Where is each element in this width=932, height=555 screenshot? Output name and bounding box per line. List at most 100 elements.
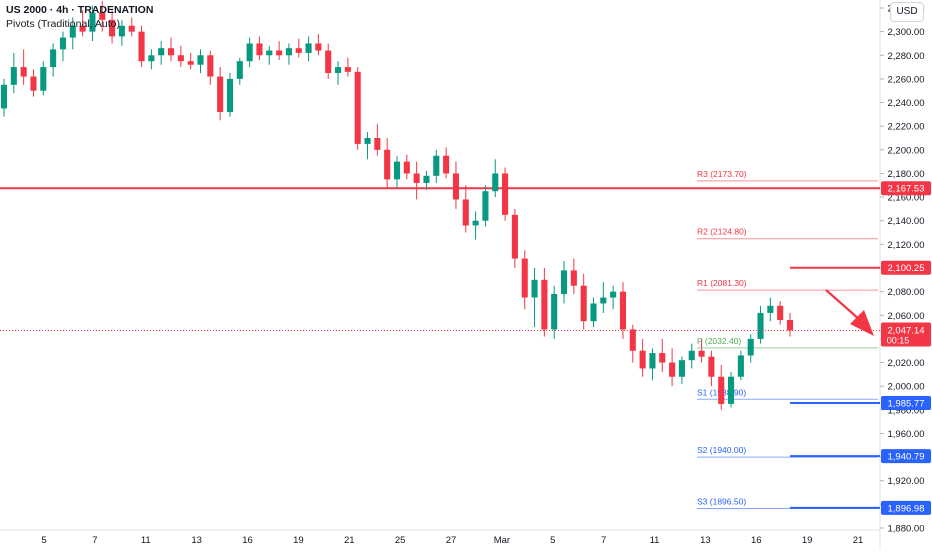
x-tick-label: 25 (395, 535, 406, 546)
y-tick-label: 2,020.00 (888, 358, 925, 369)
candle (413, 161, 420, 200)
candle (688, 343, 695, 369)
candle-body (59, 37, 66, 50)
candle (246, 37, 253, 68)
candle-body (718, 376, 725, 404)
x-tick-label: 19 (802, 535, 813, 546)
candle (20, 49, 27, 85)
candle-body (403, 161, 410, 174)
x-tick-label: 16 (751, 535, 762, 546)
candle (786, 312, 794, 337)
candle (600, 282, 607, 313)
candle (747, 334, 754, 363)
candle (619, 282, 627, 339)
candle-body (197, 55, 204, 65)
horizontal-levels (0, 187, 880, 509)
candle-body (305, 43, 312, 53)
candle-body (325, 50, 332, 73)
candle-body (570, 270, 577, 286)
x-tick-label: Mar (494, 535, 510, 546)
candle-body (89, 12, 96, 32)
candles (0, 0, 794, 410)
y-tick-label: 1,920.00 (888, 476, 925, 487)
y-tick-label: 2,140.00 (888, 216, 925, 227)
candle-body (531, 279, 538, 298)
candle (669, 348, 676, 387)
candle (167, 37, 175, 62)
candle (531, 268, 538, 328)
candle-body (374, 138, 381, 150)
candle-body (50, 49, 57, 68)
candle (344, 57, 351, 77)
candle (236, 57, 243, 85)
candle (393, 155, 401, 188)
candle-body (79, 25, 86, 32)
countdown-label: 00:15 (887, 335, 910, 345)
x-tick-label: 21 (344, 535, 355, 546)
candle-body (20, 67, 27, 77)
y-tick-label: 1,880.00 (888, 524, 925, 535)
candle-body (69, 25, 76, 38)
pivot-label: S2 (1940.00) (697, 445, 746, 455)
candle (649, 348, 656, 381)
candle (521, 250, 528, 310)
candle-body (236, 61, 243, 79)
x-tick-label: 21 (853, 535, 864, 546)
pivot-label: P (2032.40) (697, 336, 741, 346)
pivot-label: S3 (1896.50) (697, 497, 746, 507)
candle (285, 43, 292, 65)
candle-body (698, 350, 705, 357)
candle-body (472, 220, 479, 226)
axis-price-labels: 2,167.53 2,100.25 1,985.77 1,940.79 1,896.98 (881, 181, 931, 515)
candle-body (335, 67, 342, 73)
y-tick-label: 2,280.00 (888, 51, 925, 62)
level-price-tag (881, 260, 931, 275)
candle (610, 285, 617, 310)
candle-body (433, 155, 440, 176)
candle-body (443, 155, 450, 174)
candle-body (462, 199, 469, 226)
currency-button[interactable]: USD (890, 2, 924, 22)
candle-body (226, 78, 234, 112)
candle-body (786, 320, 794, 331)
candle-body (118, 25, 125, 37)
candle (384, 138, 391, 188)
candle-body (511, 214, 518, 259)
candle-body (747, 338, 754, 356)
candle-body (354, 71, 361, 144)
candle (551, 285, 558, 339)
candle (325, 43, 332, 79)
candle-body (619, 291, 627, 330)
candle-body (688, 350, 695, 361)
level-price-tag (881, 181, 931, 196)
x-tick-label: 16 (242, 535, 253, 546)
y-tick-label: 1,960.00 (888, 429, 925, 440)
candle-body (10, 67, 17, 85)
candle-body (246, 43, 253, 62)
candle-body (266, 50, 273, 56)
x-tick-label: 13 (191, 535, 202, 546)
candle (59, 31, 66, 62)
level-price-label: 1,896.98 (888, 503, 925, 514)
candle (580, 273, 587, 330)
candle-body (669, 362, 676, 377)
candle (423, 171, 430, 190)
x-tick-label: 7 (92, 535, 97, 546)
candle-body (737, 355, 744, 377)
candle-body (40, 67, 47, 91)
candle-body (167, 48, 175, 56)
candle (757, 305, 764, 344)
y-tick-label: 2,060.00 (888, 311, 925, 322)
candle-body (256, 43, 263, 56)
candle-body (158, 48, 165, 56)
candle (364, 132, 371, 160)
candle (99, 0, 106, 32)
candle (315, 34, 322, 56)
x-tick-label: 5 (41, 535, 46, 546)
annotation-arrow (825, 289, 874, 336)
candle (138, 25, 145, 68)
candle (629, 324, 636, 363)
